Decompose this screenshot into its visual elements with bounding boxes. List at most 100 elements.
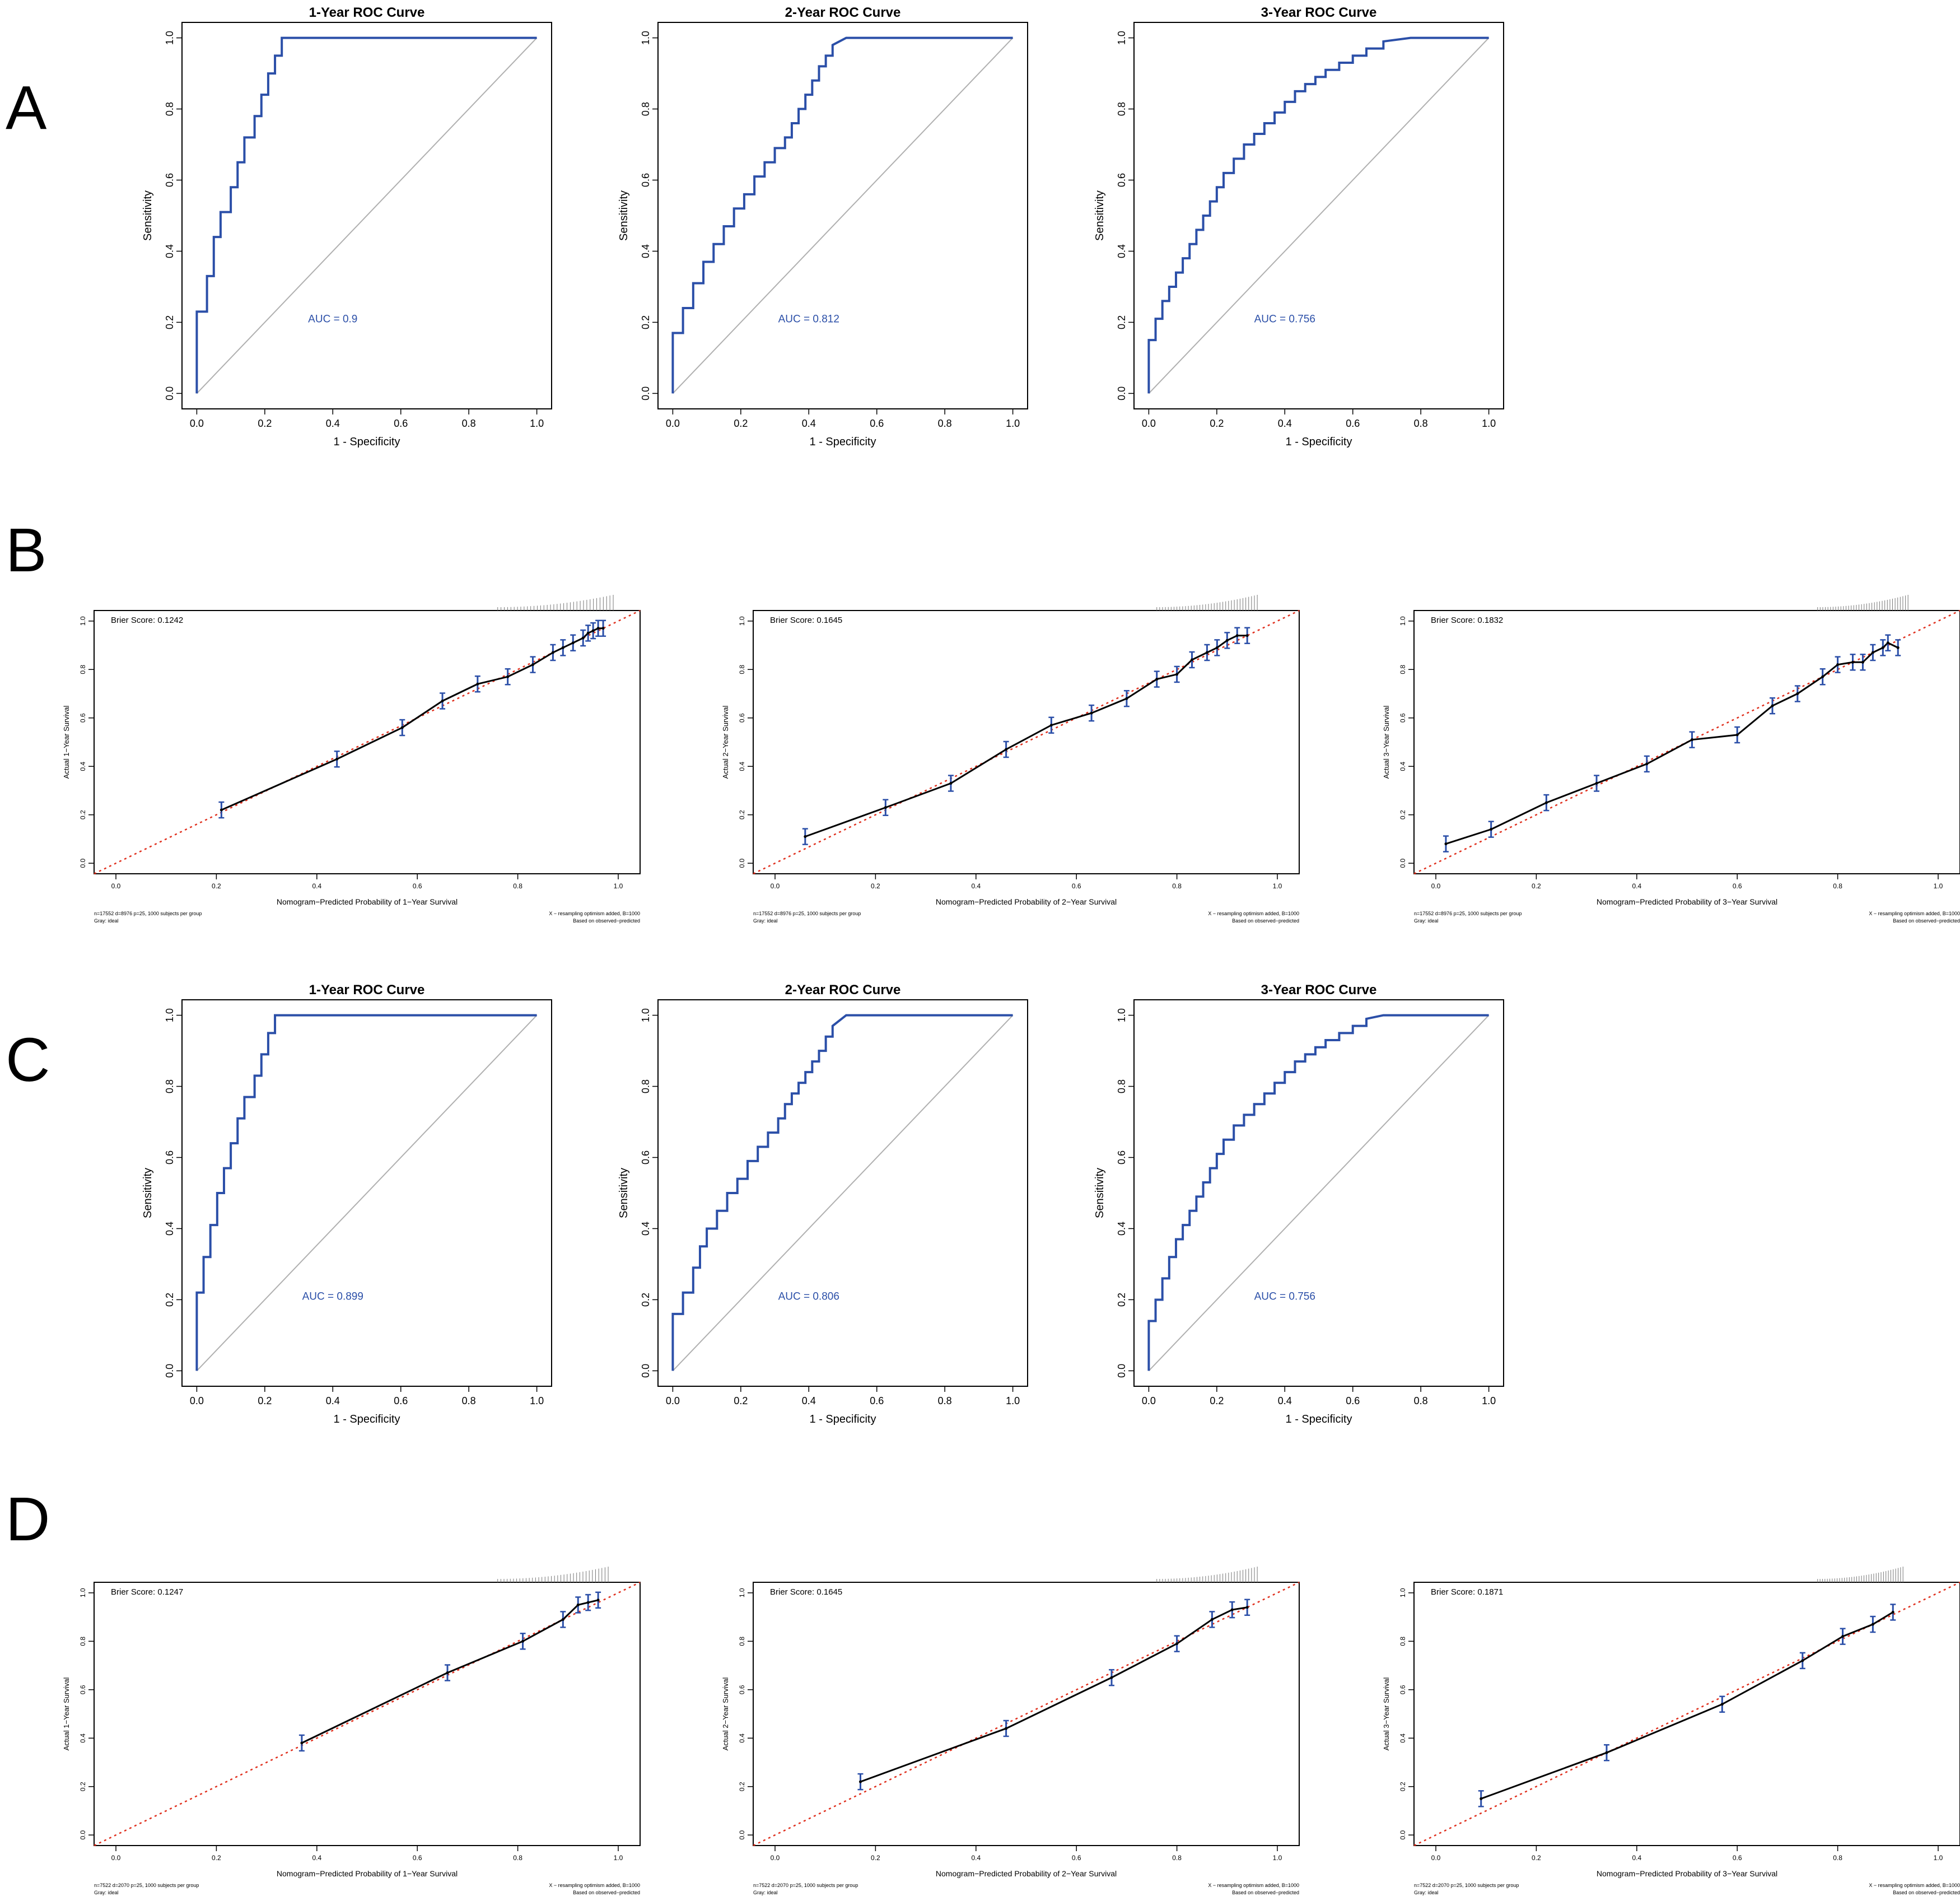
y-tick-label: 0.0: [164, 1364, 175, 1378]
x-tick-label: 0.2: [1532, 1854, 1541, 1862]
x-tick-label: 0.4: [971, 1854, 981, 1862]
data-point: [1645, 762, 1649, 766]
chart-d1: 0.0 0.0 0.2 0.2 0.4 0.4 0.6 0.6 0.8 0.8 1.0 1.0 Nomo…: [62, 1567, 641, 1895]
data-point: [1245, 634, 1249, 637]
error-bar: [1689, 731, 1695, 748]
data-point: [1225, 639, 1229, 642]
footnote-right: X − resampling optimism added, B=1000: [1869, 911, 1960, 916]
x-tick-label: 0.8: [1172, 1854, 1182, 1862]
error-bar: [1819, 668, 1826, 686]
x-tick-label: 1.0: [1273, 882, 1282, 890]
x-tick-label: 1.0: [530, 418, 544, 429]
x-tick-label: 0.0: [1142, 1395, 1156, 1406]
x-tick-label: 0.6: [413, 882, 422, 890]
error-bar: [1174, 1635, 1180, 1652]
y-axis-label: Actual 2−Year Survival: [721, 1678, 730, 1751]
error-bar: [585, 1594, 591, 1611]
data-point: [1205, 651, 1208, 654]
y-tick-label: 0.4: [79, 762, 87, 771]
x-tick-label: 0.0: [1142, 418, 1156, 429]
data-point: [1720, 1703, 1724, 1706]
error-bar: [595, 1591, 601, 1609]
error-bar: [1204, 644, 1210, 661]
error-bar: [1890, 1604, 1896, 1621]
x-tick-label: 0.2: [212, 1854, 221, 1862]
data-point: [1480, 1797, 1483, 1800]
y-tick-label: 1.0: [1399, 616, 1407, 626]
error-bar: [883, 799, 889, 816]
x-tick-label: 0.2: [871, 1854, 880, 1862]
chart-title: 1-Year ROC Curve: [309, 982, 425, 998]
roc-curve: [1147, 1014, 1489, 1371]
error-bar: [474, 675, 480, 693]
x-tick-label: 0.2: [734, 418, 748, 429]
y-tick-label: 0.6: [79, 713, 87, 723]
y-tick-label: 0.8: [164, 1079, 175, 1093]
chart-title: 2-Year ROC Curve: [785, 982, 901, 998]
error-bar: [1089, 704, 1095, 722]
data-point: [1605, 1751, 1608, 1754]
ideal-line: [753, 1581, 1300, 1847]
y-tick-label: 0.6: [164, 173, 175, 187]
reference-diagonal: [196, 37, 538, 394]
plot-frame: [94, 610, 641, 874]
error-bar: [1003, 740, 1009, 758]
footnote-left: n=17552 d=8976 p=25, 1000 subjects per g…: [753, 911, 861, 916]
footnote-right: Based on observed−predicted: [1232, 1890, 1299, 1895]
error-bar: [1734, 726, 1740, 744]
brier-score: Brier Score: 0.1247: [111, 1587, 183, 1597]
x-tick-label: 0.0: [111, 882, 121, 890]
data-point: [561, 1618, 564, 1621]
x-tick-label: 0.6: [1072, 1854, 1081, 1862]
y-tick-label: 0.0: [79, 1830, 87, 1840]
error-bar: [1543, 794, 1550, 812]
chart-title: 3-Year ROC Curve: [1261, 982, 1377, 998]
x-tick-label: 0.8: [513, 1854, 522, 1862]
y-tick-label: 0.0: [640, 1364, 651, 1378]
error-bar: [1189, 651, 1195, 669]
x-axis-label: Nomogram−Predicted Probability of 2−Year…: [936, 897, 1117, 906]
error-bar: [399, 719, 405, 737]
chart-c1: 0.0 0.0 0.2 0.2 0.4 0.4 0.6 0.6 0.8 0.8 1.0 1.0 1 - …: [142, 982, 552, 1425]
y-tick-label: 0.2: [1399, 810, 1407, 819]
roc-curve: [671, 1014, 1013, 1371]
brier-score: Brier Score: 0.1645: [770, 1587, 842, 1597]
error-bar: [1594, 775, 1600, 792]
error-bar: [1478, 1790, 1484, 1807]
footnote-left: n=7522 d=2070 p=25, 1000 subjects per gr…: [753, 1883, 858, 1888]
chart-a2: 0.0 0.0 0.2 0.2 0.4 0.4 0.6 0.6 0.8 0.8 1.0 1.0 1 - …: [618, 5, 1028, 448]
y-tick-label: 0.8: [1116, 1079, 1127, 1093]
error-bar: [1880, 639, 1886, 656]
data-point: [1821, 675, 1824, 678]
chart-c3: 0.0 0.0 0.2 0.2 0.4 0.4 0.6 0.6 0.8 0.8 1.0 1.0 1 - …: [1094, 982, 1504, 1425]
data-point: [1861, 660, 1864, 664]
rug-ticks: [497, 595, 614, 611]
x-tick-label: 0.4: [802, 1395, 816, 1406]
chart-c2: 0.0 0.0 0.2 0.2 0.4 0.4 0.6 0.6 0.8 0.8 1.0 1.0 1 - …: [618, 982, 1028, 1425]
data-point: [1235, 634, 1239, 637]
error-bar: [1003, 1720, 1009, 1737]
data-point: [1125, 697, 1128, 700]
data-point: [1210, 1618, 1214, 1621]
chart-title: 2-Year ROC Curve: [785, 5, 901, 20]
footnote-right: X − resampling optimism added, B=1000: [549, 911, 640, 916]
y-tick-label: 0.8: [164, 102, 175, 116]
footnote-left: Gray: ideal: [753, 918, 778, 924]
data-point: [586, 1601, 590, 1604]
data-point: [571, 641, 575, 645]
y-tick-label: 0.0: [738, 1830, 746, 1840]
plot-frame: [94, 1582, 641, 1846]
rug-ticks: [497, 1567, 609, 1582]
y-tick-label: 0.2: [640, 315, 651, 329]
y-tick-label: 1.0: [640, 31, 651, 45]
x-tick-label: 0.8: [1833, 1854, 1842, 1862]
error-bar: [1870, 644, 1876, 661]
error-bar: [445, 1664, 451, 1681]
footnote-right: Based on observed−predicted: [1232, 918, 1299, 924]
y-tick-label: 0.6: [738, 713, 746, 723]
panel-letter-b: B: [6, 516, 46, 585]
footnote-right: X − resampling optimism added, B=1000: [1208, 911, 1299, 916]
y-tick-label: 0.2: [1399, 1782, 1407, 1791]
data-point: [1005, 748, 1008, 751]
error-bar: [1048, 716, 1054, 734]
